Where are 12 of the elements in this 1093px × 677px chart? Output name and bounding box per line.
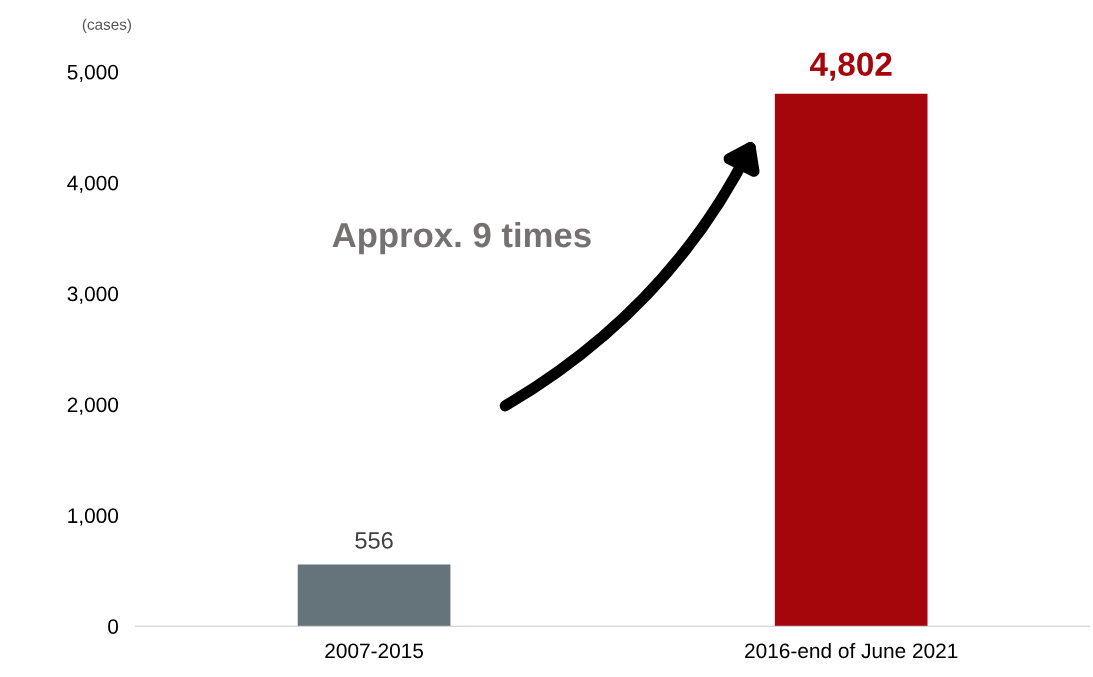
y-tick-label: 0 [108, 619, 119, 634]
x-tick-label: 2016-end of June 2021 [745, 642, 958, 659]
y-tick-label: 4,000 [67, 175, 119, 193]
data-label: 4,802 [809, 52, 892, 81]
y-axis-title: (cases) [82, 18, 131, 33]
y-tick-label: 5,000 [67, 64, 119, 82]
x-tick-label: 2007-2015 [325, 643, 424, 659]
annotation: Approx. 9 times [332, 221, 591, 255]
y-tick-label: 3,000 [67, 286, 119, 304]
y-tick-label: 1,000 [68, 508, 119, 526]
y-tick-label: 2,000 [67, 397, 119, 415]
data-label: 556 [355, 532, 393, 549]
